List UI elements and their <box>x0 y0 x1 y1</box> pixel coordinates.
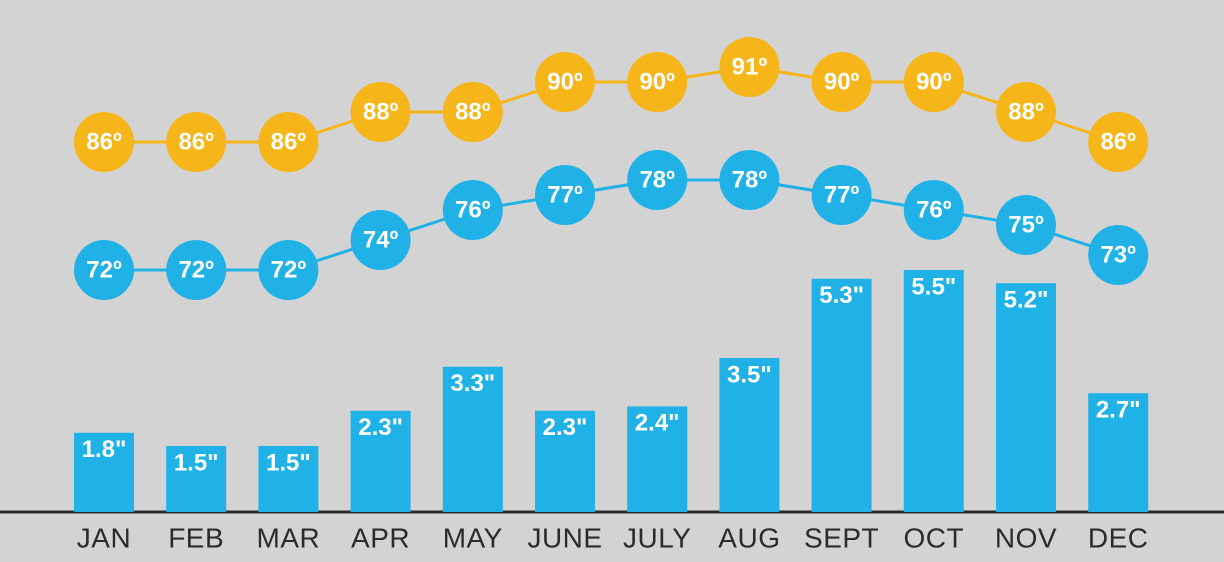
temp-label: 91º <box>732 53 768 80</box>
temp-label: 72º <box>271 256 307 283</box>
bar <box>442 366 503 512</box>
bar-label: 3.5" <box>727 361 772 388</box>
x-tick-label: JULY <box>623 522 691 553</box>
x-tick-label: MAY <box>443 522 503 553</box>
bar <box>719 358 780 512</box>
bar <box>627 406 688 512</box>
temp-label: 77º <box>824 181 860 208</box>
bar <box>74 432 134 512</box>
temp-marker <box>811 165 872 225</box>
x-tick-label: OCT <box>903 522 964 553</box>
temp-label: 88º <box>1008 98 1044 125</box>
bar-label: 3.3" <box>450 370 495 397</box>
temp-marker <box>996 195 1056 255</box>
temp-marker <box>1088 112 1149 172</box>
x-tick-label: JUNE <box>527 522 602 553</box>
temp-label: 88º <box>363 98 399 125</box>
temp-marker <box>811 52 872 112</box>
temp-marker <box>627 52 688 112</box>
bar <box>903 270 964 512</box>
bar <box>996 283 1056 512</box>
bar <box>350 410 411 512</box>
temp-marker <box>166 112 227 172</box>
temp-marker <box>903 180 964 240</box>
temp-label: 74º <box>363 226 399 253</box>
temp-label: 88º <box>455 98 491 125</box>
temp-label: 75º <box>1008 211 1044 238</box>
bar-label: 1.8" <box>82 436 127 463</box>
bar-label: 1.5" <box>174 449 219 476</box>
x-tick-label: MAR <box>257 522 321 553</box>
bar <box>166 446 227 512</box>
temp-marker <box>350 82 411 142</box>
temp-marker <box>258 240 319 300</box>
temp-marker <box>535 165 595 225</box>
temp-marker <box>350 210 411 270</box>
bar <box>258 446 319 512</box>
temp-marker <box>74 240 134 300</box>
temp-marker <box>442 180 503 240</box>
bar <box>535 410 595 512</box>
temp-marker <box>258 112 319 172</box>
temp-label: 90º <box>639 68 675 95</box>
bar-label: 5.5" <box>911 273 956 300</box>
temp-label: 86º <box>271 128 307 155</box>
temp-label: 76º <box>455 196 491 223</box>
x-tick-label: FEB <box>168 522 224 553</box>
x-tick-label: DEC <box>1088 522 1149 553</box>
temp-marker <box>996 82 1056 142</box>
temp-label: 78º <box>639 166 675 193</box>
temp-marker <box>719 37 780 97</box>
temp-label: 86º <box>86 128 122 155</box>
temp-marker <box>903 52 964 112</box>
bar-label: 2.4" <box>635 410 680 437</box>
temp-label: 90º <box>547 68 583 95</box>
temp-marker <box>627 150 688 210</box>
x-tick-label: APR <box>351 522 410 553</box>
temp-marker <box>535 52 595 112</box>
x-tick-label: AUG <box>718 522 780 553</box>
temp-label: 72º <box>178 256 214 283</box>
temp-marker <box>166 240 227 300</box>
x-tick-label: SEPT <box>804 522 879 553</box>
bar-label: 1.5" <box>266 449 311 476</box>
temp-label: 86º <box>178 128 214 155</box>
temp-label: 86º <box>1100 128 1136 155</box>
temp-marker <box>1088 225 1149 285</box>
temp-marker <box>442 82 503 142</box>
bar-label: 2.7" <box>1096 397 1141 424</box>
temp-label: 78º <box>732 166 768 193</box>
temp-label: 90º <box>916 68 952 95</box>
temp-label: 77º <box>547 181 583 208</box>
temp-label: 90º <box>824 68 860 95</box>
temp-label: 76º <box>916 196 952 223</box>
bar <box>1088 393 1149 512</box>
temp-marker <box>74 112 134 172</box>
bar-label: 2.3" <box>543 414 588 441</box>
temp-marker <box>719 150 780 210</box>
bar-label: 5.3" <box>819 282 864 309</box>
bar-label: 2.3" <box>358 414 403 441</box>
bar-label: 5.2" <box>1004 287 1049 314</box>
bar <box>811 278 872 512</box>
x-tick-label: JAN <box>77 522 131 553</box>
x-tick-label: NOV <box>995 522 1057 553</box>
temp-label: 73º <box>1100 241 1136 268</box>
temp-label: 72º <box>86 256 122 283</box>
